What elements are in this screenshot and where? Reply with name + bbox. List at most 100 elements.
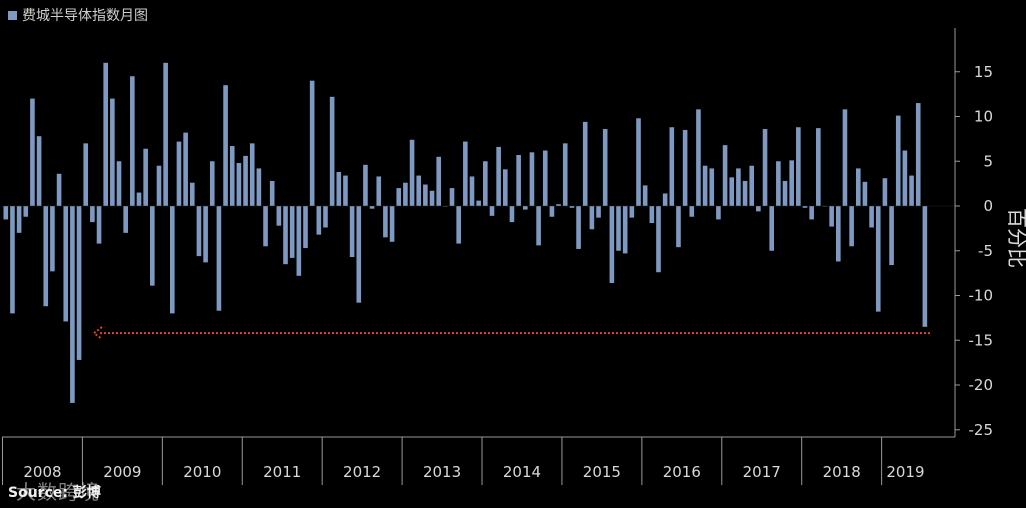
x-tick-label: 2014 <box>503 463 541 481</box>
bar <box>83 143 89 206</box>
x-axis: 2008 2009 2010 2011 2012 2013 2014 2015 2016 2017… <box>2 436 955 485</box>
bar <box>423 184 428 206</box>
bar <box>383 206 388 238</box>
bar <box>376 176 382 206</box>
bar <box>496 146 501 206</box>
bar <box>369 206 375 209</box>
bar <box>103 62 108 206</box>
bar <box>622 206 628 254</box>
bar <box>416 175 422 206</box>
bar <box>762 129 768 206</box>
bar <box>396 188 402 206</box>
bar <box>50 206 55 272</box>
bar <box>483 161 488 206</box>
bar <box>836 206 841 262</box>
bar <box>729 177 735 206</box>
y-tick-label: -25 <box>969 421 994 439</box>
bar <box>170 206 175 314</box>
bar <box>922 206 928 327</box>
bar <box>363 164 368 206</box>
x-tick-label: 2012 <box>343 463 381 481</box>
bar <box>229 146 235 206</box>
bar <box>403 182 408 206</box>
bar <box>163 62 168 206</box>
bar <box>776 161 781 206</box>
bar <box>3 206 9 220</box>
bar <box>636 118 641 206</box>
bar <box>875 206 881 312</box>
bar <box>329 96 335 206</box>
bar <box>869 206 874 228</box>
bar <box>463 141 468 206</box>
bar <box>562 143 568 206</box>
y-tick-label: 15 <box>974 63 993 81</box>
bar <box>43 206 49 307</box>
bar <box>509 206 515 223</box>
bar <box>862 181 868 206</box>
bar <box>243 155 248 206</box>
bar <box>569 206 575 208</box>
bar <box>263 206 268 247</box>
bar <box>356 206 362 303</box>
bar <box>96 206 102 244</box>
legend: 费城半导体指数月图 <box>8 5 148 25</box>
bar <box>116 161 122 206</box>
bar <box>316 206 322 235</box>
bar <box>789 160 794 206</box>
bar <box>716 206 721 220</box>
bar <box>269 180 275 206</box>
bar <box>156 165 162 206</box>
bar <box>749 165 755 206</box>
source-note: Source: 彭博 <box>8 485 101 501</box>
bar <box>63 206 69 322</box>
bar <box>150 206 155 286</box>
bar <box>742 180 748 206</box>
legend-swatch <box>8 10 17 20</box>
y-tick-label: 10 <box>974 108 993 126</box>
bar <box>476 200 481 206</box>
bar <box>522 206 528 210</box>
bar <box>296 206 302 276</box>
bar <box>349 206 355 258</box>
bar <box>662 193 668 206</box>
bar <box>602 129 608 206</box>
x-tick-label: 2013 <box>423 463 461 481</box>
bar <box>70 206 75 403</box>
bar <box>902 150 908 206</box>
bar <box>536 206 541 246</box>
bar <box>389 206 395 242</box>
y-tick-label: 0 <box>983 197 993 215</box>
bar <box>895 115 901 206</box>
bar <box>323 206 328 228</box>
bar <box>596 206 601 218</box>
bar <box>256 168 262 206</box>
bar <box>609 206 615 283</box>
bars-group <box>3 62 928 403</box>
bar <box>283 206 288 265</box>
bar <box>542 150 548 206</box>
bar <box>549 206 555 217</box>
watermark: 大数跨境 <box>16 480 100 504</box>
bar <box>456 206 461 244</box>
bar <box>303 206 308 249</box>
bar <box>336 171 342 206</box>
bar <box>56 173 62 206</box>
bar <box>782 180 788 206</box>
bar <box>696 109 701 206</box>
bar <box>816 128 821 206</box>
bar <box>503 169 508 206</box>
x-tick-label: 2019 <box>886 463 924 481</box>
bar <box>16 206 22 233</box>
bar <box>469 176 475 206</box>
bar <box>576 206 581 249</box>
bar <box>556 204 561 206</box>
x-tick-label: 2015 <box>583 463 621 481</box>
reference-arrow-head <box>92 326 103 340</box>
bar <box>489 206 495 216</box>
bar <box>689 206 695 217</box>
bar <box>309 80 315 206</box>
bar <box>76 206 82 360</box>
bar <box>436 156 441 206</box>
bar <box>516 154 521 206</box>
x-tick-label: 2008 <box>23 463 61 481</box>
